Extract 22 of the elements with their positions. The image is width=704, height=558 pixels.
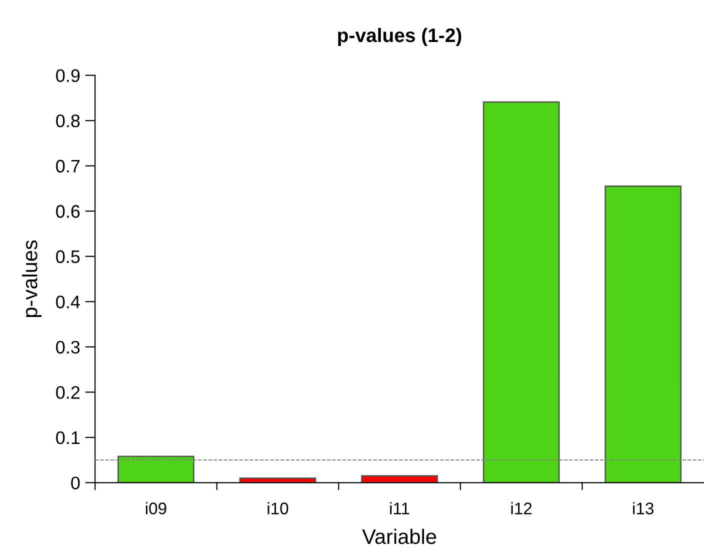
y-tick-label: 0.5 [56, 250, 80, 264]
y-tick-label: 0.1 [56, 431, 80, 444]
x-tick-label: i11 [390, 502, 410, 514]
bar [482, 101, 560, 483]
y-tick-label: 0.6 [56, 205, 80, 218]
bar [604, 186, 682, 483]
x-tick-label: i13 [633, 502, 654, 514]
y-tick-label: 0.4 [56, 296, 80, 308]
y-tick-label: 0.3 [56, 340, 80, 354]
y-tick-label: 0.8 [56, 114, 80, 128]
x-axis-title: Variable [362, 528, 436, 544]
y-axis-title: p-values [22, 240, 42, 318]
bar [361, 475, 438, 483]
x-tick-label: i12 [511, 502, 532, 514]
x-tick-label: i10 [268, 502, 288, 514]
y-tick-label: 0.9 [56, 69, 80, 82]
chart-title: p-values (1-2) [338, 28, 462, 46]
bar [117, 456, 194, 483]
y-tick-label: 0.2 [56, 386, 80, 399]
y-tick-label: 0.7 [56, 160, 80, 173]
x-tick-label: i09 [146, 502, 166, 514]
y-tick-label: 0 [71, 476, 80, 490]
